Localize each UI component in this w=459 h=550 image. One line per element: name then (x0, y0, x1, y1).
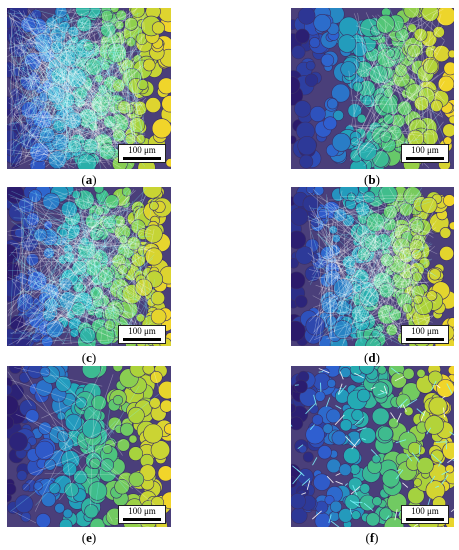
panel-f-caption: (f) (365, 530, 379, 545)
panel-b-letter: b (368, 172, 376, 187)
panel-d-scalebar: 100 μm (401, 325, 449, 344)
scale-label: 100 μm (128, 145, 156, 155)
panel-c-letter: c (86, 350, 92, 365)
scale-bar (123, 338, 161, 341)
panel-a-scalebar: 100 μm (118, 144, 166, 163)
panel-e-image (7, 366, 171, 527)
scale-label: 100 μm (411, 326, 439, 336)
cell-texture (291, 187, 454, 346)
scale-bar (406, 338, 444, 341)
cell-texture (7, 366, 171, 527)
panel-f-scalebar: 100 μm (401, 505, 449, 524)
panel-c-caption: (c) (81, 350, 97, 365)
panel-b-caption: (b) (364, 172, 380, 187)
scale-label: 100 μm (411, 145, 439, 155)
panel-d-image (291, 187, 454, 346)
panel-b-scalebar: 100 μm (401, 144, 449, 163)
panel-c-image (7, 187, 171, 346)
scale-label: 100 μm (128, 506, 156, 516)
panel-a-letter: a (85, 172, 93, 187)
scale-bar (406, 518, 444, 521)
panel-d-letter: d (368, 350, 376, 365)
scale-bar (123, 518, 161, 521)
cell-texture (7, 187, 171, 346)
cell-texture (7, 8, 171, 169)
panel-e-scalebar: 100 μm (118, 505, 166, 524)
panel-d-caption: (d) (364, 350, 380, 365)
scale-bar (406, 157, 444, 160)
panel-e-letter: e (86, 530, 92, 545)
panel-e-caption: (e) (81, 530, 97, 545)
scale-bar (123, 157, 161, 160)
panel-a-image (7, 8, 171, 169)
panel-f-letter: f (369, 530, 375, 545)
panel-c-scalebar: 100 μm (118, 325, 166, 344)
scale-label: 100 μm (411, 506, 439, 516)
panel-a-caption: (a) (81, 172, 97, 187)
panel-f-image (291, 366, 454, 527)
cell-texture (291, 366, 454, 527)
scale-label: 100 μm (128, 326, 156, 336)
